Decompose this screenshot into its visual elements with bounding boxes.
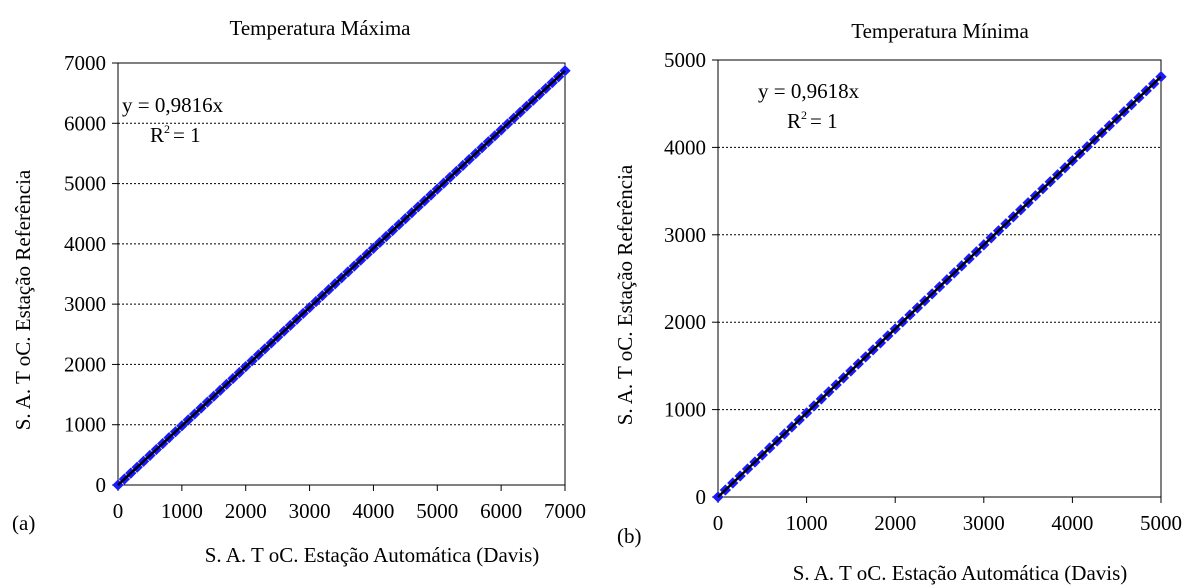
- x-tick-label: 5000: [416, 499, 458, 523]
- trendline-b: [717, 75, 1162, 498]
- x-tick-label: 4000: [352, 499, 394, 523]
- chart-panel-b: Temperatura Mínima 0 1000 2000 3000 4000 5000…: [613, 19, 1182, 585]
- y-ticks-a: 0 1000 2000 3000 4000 5000 6000 7000: [64, 51, 118, 497]
- panel-label-a: (a): [12, 511, 35, 535]
- y-tick-label: 0: [96, 473, 107, 497]
- x-tick-label: 5000: [1140, 511, 1182, 535]
- y-ticks-b: 0 1000 2000 3000 4000 5000: [664, 48, 718, 509]
- trendline-equation-a: y = 0,9816x: [122, 93, 224, 117]
- y-axis-label-a: S. A. T oC. Estação Referência: [11, 169, 35, 430]
- y-tick-label: 5000: [664, 48, 706, 72]
- x-tick-label: 2000: [874, 511, 916, 535]
- trendline-equation-b: y = 0,9618x: [758, 79, 860, 103]
- y-tick-label: 0: [696, 485, 707, 509]
- x-tick-label: 3000: [289, 499, 331, 523]
- x-axis-label-b: S. A. T oC. Estação Automática (Davis): [793, 561, 1128, 585]
- gridlines-b: [718, 146, 1161, 411]
- x-ticks-a: 0 1000 2000 3000 4000 5000 6000 7000: [113, 485, 586, 523]
- plot-area-b: [717, 59, 1162, 498]
- r-squared-b: R2 = 1: [787, 108, 838, 133]
- r-squared-a: R2 = 1: [150, 122, 201, 147]
- y-tick-label: 4000: [64, 232, 106, 256]
- panel-label-b: (b): [617, 524, 642, 548]
- x-tick-label: 3000: [963, 511, 1005, 535]
- plot-area-a: [117, 62, 566, 486]
- chart-panel-a: Temperatura Máxima 0 1000 2000 3000 4000 5000…: [11, 16, 586, 567]
- y-tick-label: 4000: [664, 135, 706, 159]
- chart-title-b: Temperatura Mínima: [851, 19, 1029, 43]
- y-tick-label: 6000: [64, 111, 106, 135]
- x-tick-label: 2000: [225, 499, 267, 523]
- chart-title-a: Temperatura Máxima: [229, 16, 411, 40]
- x-tick-label: 1000: [161, 499, 203, 523]
- y-tick-label: 2000: [664, 310, 706, 334]
- x-tick-label: 7000: [544, 499, 586, 523]
- x-tick-label: 1000: [786, 511, 828, 535]
- y-tick-label: 5000: [64, 172, 106, 196]
- trendline-a: [117, 69, 566, 486]
- y-tick-label: 1000: [664, 398, 706, 422]
- x-axis-label-a: S. A. T oC. Estação Automática (Davis): [205, 543, 540, 567]
- y-tick-label: 3000: [664, 223, 706, 247]
- y-tick-label: 7000: [64, 51, 106, 75]
- gridlines-a: [118, 122, 565, 426]
- x-tick-label: 4000: [1051, 511, 1093, 535]
- x-ticks-b: 0 1000 2000 3000 4000 5000: [713, 497, 1182, 535]
- x-tick-label: 0: [713, 511, 724, 535]
- x-tick-label: 6000: [480, 499, 522, 523]
- y-axis-label-b: S. A. T oC. Estação Referência: [613, 164, 637, 425]
- y-tick-label: 2000: [64, 352, 106, 376]
- y-tick-label: 1000: [64, 413, 106, 437]
- y-tick-label: 3000: [64, 292, 106, 316]
- x-tick-label: 0: [113, 499, 124, 523]
